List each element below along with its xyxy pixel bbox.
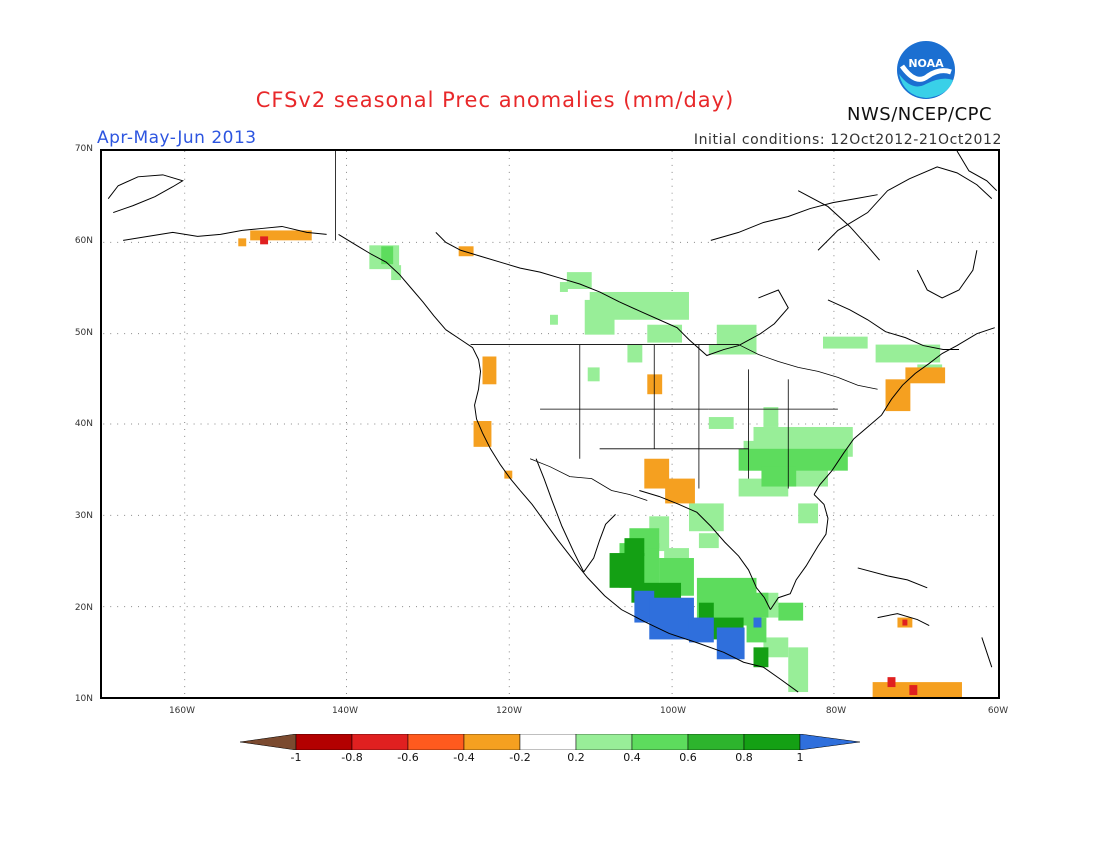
- map-area: [100, 149, 1000, 699]
- legend-tick-label: 0.4: [623, 751, 641, 764]
- legend-swatch-5: [519, 734, 577, 750]
- lat-label-70n: 70N: [74, 144, 93, 154]
- legend-tick-label: 1: [796, 751, 804, 764]
- political-borders: [335, 151, 878, 501]
- forecast-period: Apr-May-Jun 2013: [97, 128, 257, 148]
- lat-label-10n: 10N: [74, 694, 93, 704]
- legend-swatch-2: [351, 734, 409, 750]
- initial-conditions: Initial conditions: 12Oct2012-21Oct2012: [693, 132, 1002, 148]
- lon-label-160w: 160W: [168, 706, 196, 716]
- lon-label-100w: 100W: [659, 706, 687, 716]
- legend-swatch-above-max: [799, 734, 861, 750]
- lat-label-60n: 60N: [74, 236, 93, 246]
- legend-swatch-1: [295, 734, 353, 750]
- lat-label-40n: 40N: [74, 419, 93, 429]
- legend-tick-label: -0.2: [509, 751, 531, 764]
- lon-label-80w: 80W: [825, 706, 847, 716]
- noaa-logo: NOAA: [897, 41, 955, 99]
- lat-label-50n: 50N: [74, 328, 93, 338]
- chart-title: CFSv2 seasonal Prec anomalies (mm/day): [255, 88, 735, 112]
- lon-label-120w: 120W: [495, 706, 523, 716]
- map-gridlines: [103, 151, 997, 697]
- coastlines: [107, 151, 998, 693]
- legend-swatch-9: [743, 734, 801, 750]
- legend-tick-label: 0.6: [679, 751, 697, 764]
- legend-swatch-7: [631, 734, 689, 750]
- legend-swatch-6: [575, 734, 633, 750]
- lat-label-20n: 20N: [74, 603, 93, 613]
- legend-tick-label: -0.8: [341, 751, 363, 764]
- anomaly-cells-blue: [634, 590, 762, 660]
- legend-swatch-3: [407, 734, 465, 750]
- color-legend: [240, 734, 861, 750]
- legend-tick-label: 0.2: [567, 751, 585, 764]
- lon-label-140w: 140W: [331, 706, 359, 716]
- org-label: NWS/NCEP/CPC: [847, 104, 993, 125]
- legend-tick-label: 0.8: [735, 751, 753, 764]
- noaa-logo-text: NOAA: [908, 57, 944, 70]
- lon-label-60w: 60W: [987, 706, 1009, 716]
- legend-swatch-below-min: [240, 734, 297, 750]
- legend-swatch-8: [687, 734, 745, 750]
- legend-tick-label: -0.4: [453, 751, 475, 764]
- lat-label-30n: 30N: [74, 511, 93, 521]
- anomaly-cells-red: [260, 236, 918, 696]
- legend-swatch-4: [463, 734, 521, 750]
- legend-tick-label: -0.6: [397, 751, 419, 764]
- legend-tick-label: -1: [290, 751, 302, 764]
